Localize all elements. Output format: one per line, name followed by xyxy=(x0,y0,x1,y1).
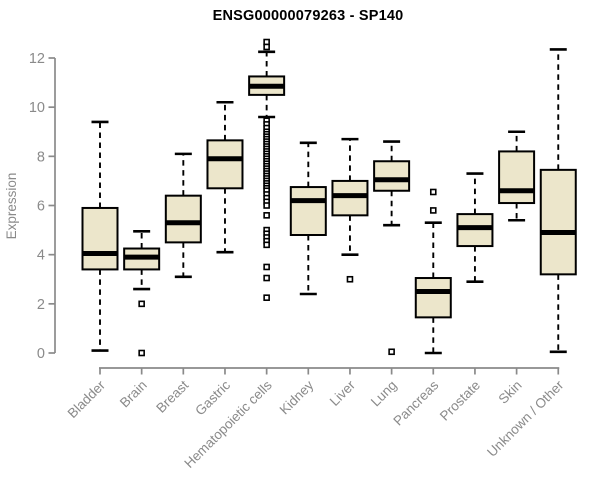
outlier-hematopoietic-cells xyxy=(263,43,270,51)
x-tick-label: Unknown / Other xyxy=(484,377,567,460)
outlier-pancreas xyxy=(429,207,437,214)
box-kidney xyxy=(289,186,327,237)
box-pancreas xyxy=(414,277,452,319)
outlier-hematopoietic-cells xyxy=(263,212,270,219)
outlier-liver xyxy=(346,275,354,283)
chart-title: ENSG00000079263 - SP140 xyxy=(212,8,404,24)
outlier-brain xyxy=(138,349,145,357)
box-breast xyxy=(164,194,202,244)
outlier-lung xyxy=(388,348,395,356)
outlier-hematopoietic-cells xyxy=(263,263,270,271)
outlier-pancreas xyxy=(429,188,437,196)
box-skin xyxy=(498,150,536,205)
y-tick-label: 0 xyxy=(37,346,45,362)
y-tick-label: 12 xyxy=(29,51,45,67)
x-tick-label: Breast xyxy=(153,377,191,415)
box-gastric xyxy=(206,139,244,190)
y-tick-label: 10 xyxy=(29,100,45,116)
outlier-hematopoietic-cells xyxy=(263,274,270,282)
y-tick-label: 8 xyxy=(37,149,45,165)
box-unknown-other xyxy=(539,168,577,276)
x-tick-label: Gastric xyxy=(192,377,233,418)
x-tick-label: Kidney xyxy=(277,377,317,417)
outlier-brain xyxy=(138,300,145,308)
x-tick-label: Pancreas xyxy=(390,377,441,428)
box-bladder xyxy=(81,206,119,271)
y-tick-label: 2 xyxy=(37,297,45,313)
x-tick-label: Liver xyxy=(327,377,359,409)
x-tick-label: Lung xyxy=(368,378,400,410)
outlier-hematopoietic-cells xyxy=(263,294,270,301)
outlier-hematopoietic-cells xyxy=(263,202,270,209)
x-tick-label: Brain xyxy=(117,378,150,411)
x-tick-label: Skin xyxy=(496,378,525,407)
x-tick-label: Prostate xyxy=(437,378,483,424)
x-tick-label: Bladder xyxy=(65,377,109,421)
y-tick-label: 6 xyxy=(37,199,45,215)
outlier-hematopoietic-cells xyxy=(263,241,270,249)
y-tick-label: 4 xyxy=(37,248,45,264)
box-lung xyxy=(373,160,411,192)
